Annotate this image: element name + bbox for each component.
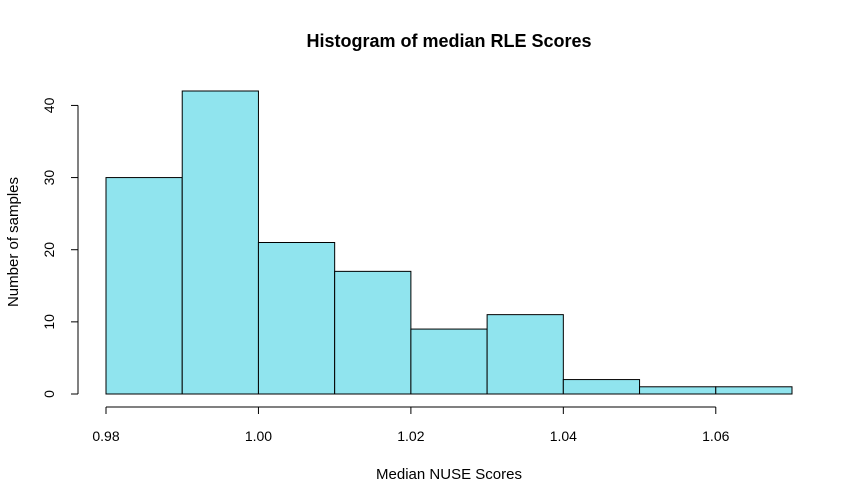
- histogram-bar-4: [410, 328, 488, 395]
- histogram-bar-8: [715, 386, 793, 395]
- y-tick-label: 40: [41, 97, 57, 113]
- histogram-bar-5: [486, 314, 564, 395]
- chart-title: Histogram of median RLE Scores: [306, 31, 591, 51]
- y-tick-label: 30: [41, 170, 57, 186]
- histogram-bar-2: [257, 242, 336, 395]
- y-tick-label: 10: [41, 314, 57, 330]
- y-tick-label: 0: [41, 390, 57, 398]
- histogram-bar-6: [562, 379, 641, 395]
- x-tick-label: 0.98: [92, 428, 119, 444]
- x-axis-label: Median NUSE Scores: [376, 466, 522, 483]
- x-tick-label: 1.04: [550, 428, 577, 444]
- x-tick-label: 1.06: [702, 428, 729, 444]
- y-axis: 0 10 20 30 40: [41, 97, 79, 398]
- y-axis-label: Number of samples: [5, 177, 22, 307]
- histogram-bar-3: [334, 270, 412, 395]
- histogram-bar-7: [639, 386, 717, 395]
- bars-group: [105, 90, 793, 395]
- x-axis: 0.98 1.00 1.02 1.04 1.06: [92, 406, 730, 444]
- histogram-bar-0: [105, 177, 183, 395]
- x-tick-label: 1.00: [245, 428, 272, 444]
- y-tick-label: 20: [41, 242, 57, 258]
- histogram-bar-1: [181, 90, 259, 395]
- x-tick-label: 1.02: [397, 428, 424, 444]
